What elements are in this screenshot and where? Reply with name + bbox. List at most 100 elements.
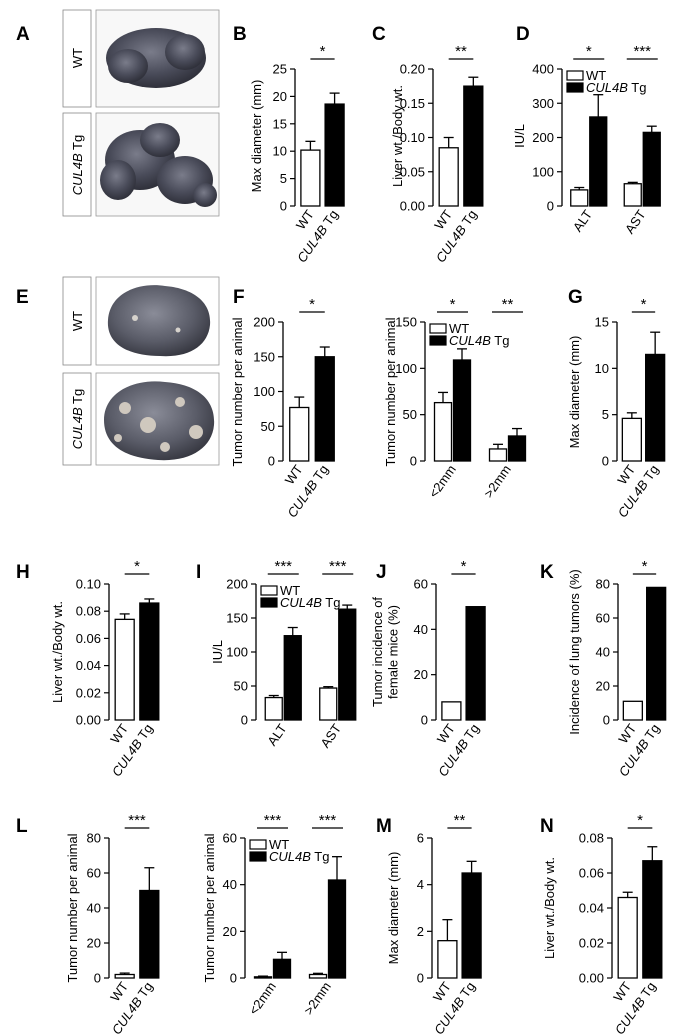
legend-swatch-tg (566, 82, 584, 93)
legend-label-wt: WT (280, 583, 300, 598)
significance-label: ** (502, 296, 514, 313)
bar (646, 586, 667, 721)
bar (623, 183, 642, 207)
tumor-nodule (140, 417, 156, 433)
tumor-nodule (132, 315, 138, 321)
photo-label-box (62, 9, 92, 108)
legend-swatch-tg (260, 597, 278, 608)
liver-lobe (140, 123, 180, 157)
bar (642, 860, 663, 979)
y-tick-label: 0.00 (579, 971, 604, 986)
panel-letter-E: E (16, 287, 29, 308)
y-tick-label: 15 (273, 116, 287, 131)
y-tick-label: 60 (223, 831, 237, 846)
panel-letter-A: A (16, 24, 30, 45)
y-tick-label: 200 (226, 577, 248, 592)
bar (114, 973, 135, 979)
panel-letter-L: L (16, 816, 28, 837)
panel-letter-G: G (568, 287, 583, 308)
y-tick-label: 80 (87, 831, 101, 846)
bar (645, 353, 666, 462)
y-tick-label: 100 (226, 645, 248, 660)
y-axis-label: Max diameter (mm) (386, 852, 401, 965)
y-axis-label: IU/L (512, 124, 527, 148)
liver-lobe (193, 183, 217, 207)
y-tick-label: 80 (596, 577, 610, 592)
bar (621, 417, 642, 462)
panel-letter-D: D (516, 24, 530, 45)
x-tick-label: <2mm (426, 462, 459, 500)
bar (314, 356, 335, 462)
legend-label-tg: CUL4B Tg (449, 333, 509, 348)
y-tick-label: 150 (226, 611, 248, 626)
chart-C: 0.00 0.05 0.10 0.15 0.20 Liver wt./Body wt. **… (390, 43, 484, 265)
y-tick-label: 0 (421, 713, 428, 728)
legend-label-tg: CUL4B Tg (280, 595, 340, 610)
y-tick-label: 0.04 (579, 901, 604, 916)
y-tick-label: 150 (395, 315, 417, 330)
y-axis-label: Tumor number per animal (383, 317, 398, 466)
chart-J: 0 20 40 60 Tumor incidence offemale mice (%)… (370, 558, 486, 779)
bar (570, 189, 589, 207)
bar (272, 958, 292, 979)
bar (139, 602, 160, 721)
y-tick-label: 40 (87, 901, 101, 916)
y-tick-label: 0 (268, 454, 275, 469)
y-tick-label: 0.06 (579, 866, 604, 881)
y-tick-label: 40 (223, 877, 237, 892)
y-tick-label: 200 (532, 130, 554, 145)
tumor-nodule (189, 425, 203, 439)
y-tick-label: 20 (87, 936, 101, 951)
x-tick-label: >2mm (301, 979, 334, 1017)
y-axis-label: Tumor number per animal (230, 317, 245, 466)
bar (139, 889, 160, 979)
y-tick-label: 5 (602, 407, 609, 422)
y-axis-label: IU/L (210, 640, 225, 664)
bar (438, 147, 459, 207)
y-axis-label-line: Tumor incidence of (370, 597, 385, 707)
y-axis-label-line: female mice (%) (386, 605, 401, 699)
bar (452, 359, 472, 462)
y-tick-label: 400 (532, 62, 554, 77)
significance-label: * (134, 558, 140, 575)
x-tick-label: AST (317, 721, 344, 750)
legend-label-wt: WT (269, 837, 289, 852)
y-tick-label: 20 (596, 679, 610, 694)
y-tick-label: 0.10 (76, 577, 101, 592)
legend-swatch-wt (566, 70, 584, 81)
bar (283, 635, 302, 721)
bar (589, 116, 608, 207)
bar (437, 940, 458, 979)
y-tick-label: 0 (602, 454, 609, 469)
x-tick-label: ALT (570, 207, 595, 234)
bar (622, 700, 643, 721)
liver-lobe (100, 160, 136, 200)
y-tick-label: 20 (223, 924, 237, 939)
y-tick-label: 0.02 (76, 685, 101, 700)
bar (319, 687, 338, 721)
panel-letter-H: H (16, 562, 30, 583)
y-tick-label: 60 (596, 611, 610, 626)
photo-label-tg: CUL4B Tg (70, 135, 85, 195)
significance-label: ** (455, 43, 467, 60)
y-axis-label: Tumor number per animal (65, 833, 80, 982)
bar (327, 879, 347, 979)
legend-label-tg: CUL4B Tg (586, 80, 646, 95)
bar (114, 618, 135, 721)
significance-label: *** (128, 812, 146, 829)
panel-letter-M: M (376, 816, 392, 837)
legend-swatch-tg (249, 851, 267, 862)
bar (338, 608, 357, 721)
panel-letter-N: N (540, 816, 554, 837)
significance-label: *** (633, 43, 651, 60)
y-tick-label: 50 (261, 419, 275, 434)
y-tick-label: 0 (547, 199, 554, 214)
significance-label: *** (264, 812, 282, 829)
y-tick-label: 40 (414, 622, 428, 637)
bar (617, 896, 638, 979)
y-tick-label: 300 (532, 96, 554, 111)
y-axis-label: Incidence of lung tumors (%) (567, 569, 582, 734)
